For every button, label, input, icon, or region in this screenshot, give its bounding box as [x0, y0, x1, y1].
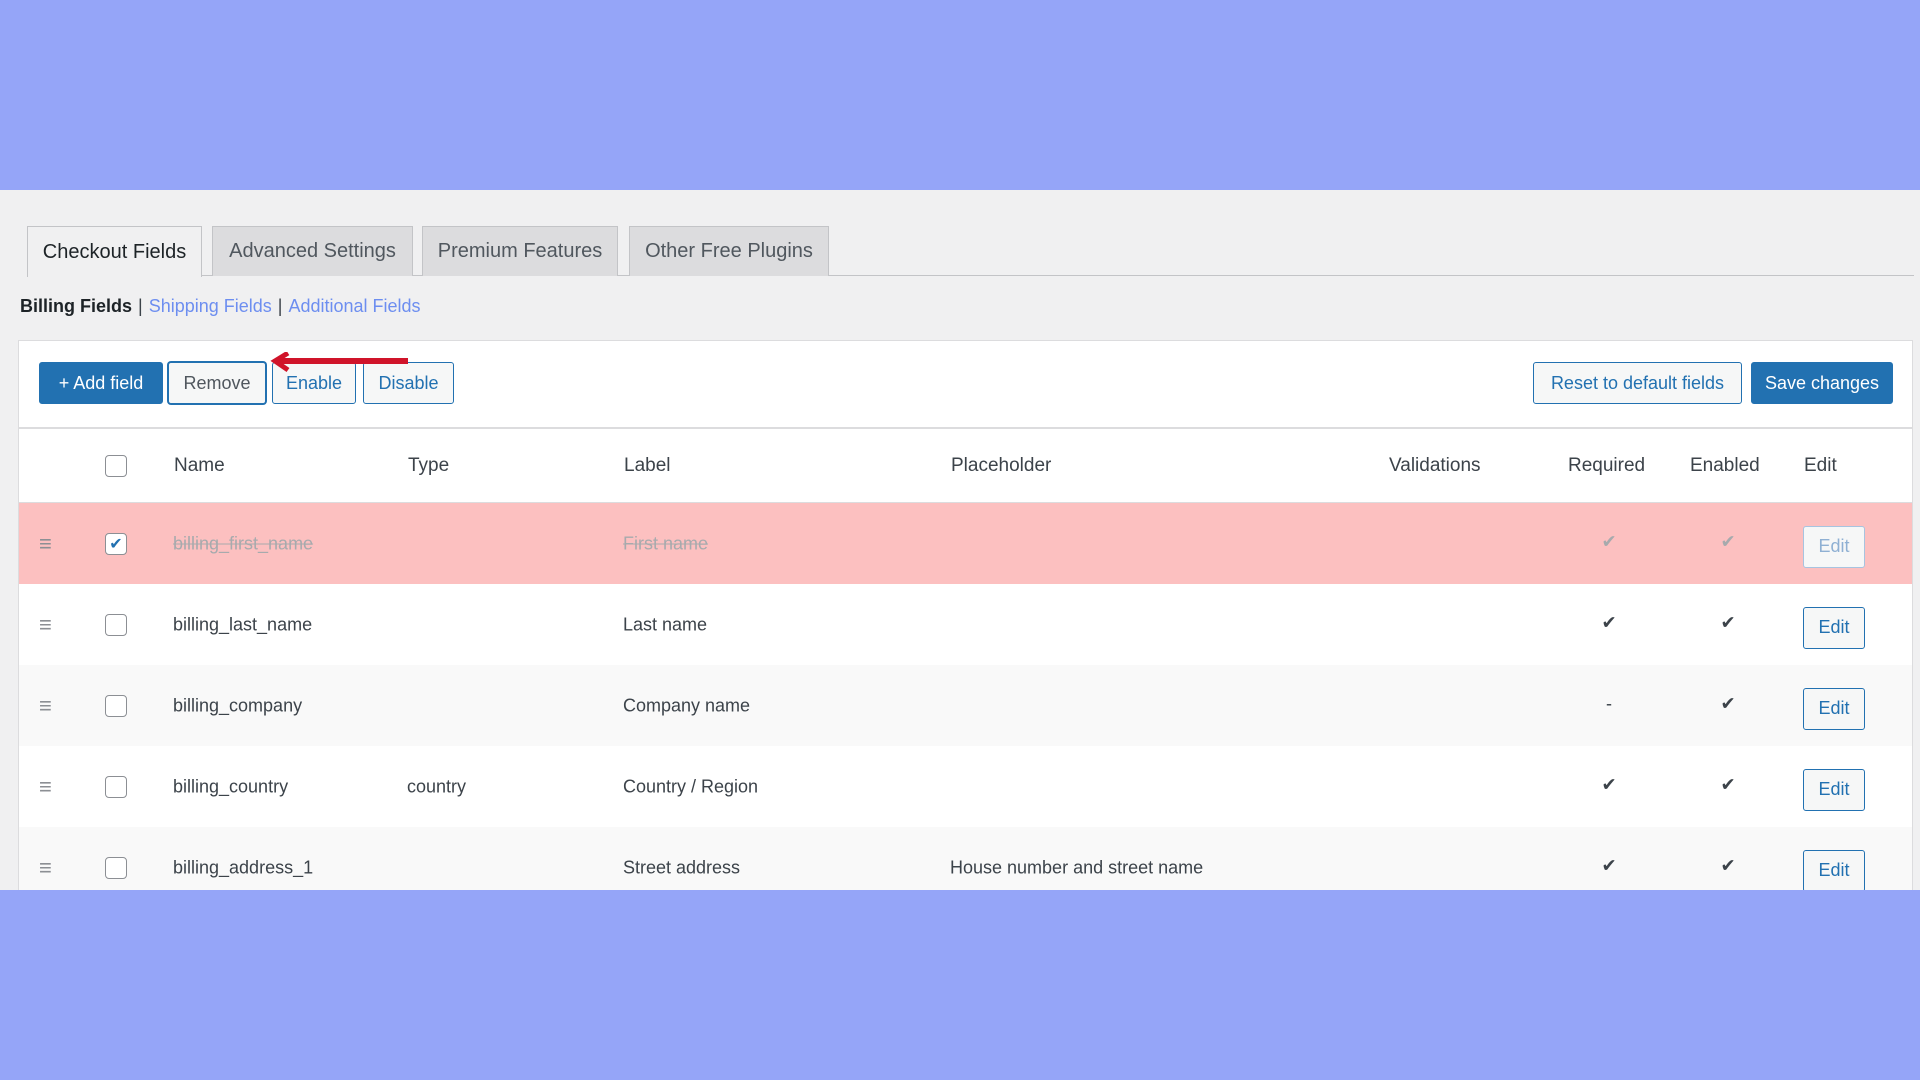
- tab-other-free-plugins[interactable]: Other Free Plugins: [629, 226, 829, 276]
- shipping-fields-link[interactable]: Shipping Fields: [148, 296, 272, 316]
- drag-handle-icon[interactable]: ≡: [39, 530, 52, 556]
- enabled-check-icon: ✔: [1720, 692, 1736, 713]
- enabled-check-icon: ✔: [1720, 854, 1736, 875]
- field-label: Company name: [623, 695, 751, 715]
- field-label: First name: [623, 533, 709, 553]
- remove-button[interactable]: Remove: [168, 362, 266, 404]
- separator: |: [138, 296, 143, 316]
- drag-handle-icon[interactable]: ≡: [39, 692, 52, 718]
- table-row: ≡ billing_country country Country / Regi…: [19, 746, 1912, 827]
- row-checkbox[interactable]: ✔: [105, 532, 127, 555]
- drag-handle-icon[interactable]: ≡: [39, 854, 52, 880]
- row-checkbox[interactable]: [105, 613, 127, 636]
- tab-premium-features[interactable]: Premium Features: [422, 226, 618, 276]
- field-name: billing_country: [173, 776, 289, 796]
- row-checkbox[interactable]: [105, 856, 127, 879]
- required-check-icon: -: [1606, 692, 1612, 713]
- col-label: Label: [624, 454, 671, 476]
- required-check-icon: ✔: [1601, 530, 1617, 551]
- field-name: billing_address_1: [173, 857, 314, 877]
- edit-button[interactable]: Edit: [1803, 849, 1865, 890]
- table-row: ≡ billing_company Company name - ✔ Edit: [19, 665, 1912, 746]
- section-nav: Billing Fields | Shipping Fields | Addit…: [20, 296, 421, 317]
- field-name: billing_company: [173, 695, 303, 715]
- field-label: Country / Region: [623, 776, 759, 796]
- required-check-icon: ✔: [1601, 773, 1617, 794]
- save-changes-button[interactable]: Save changes: [1751, 362, 1893, 404]
- col-required: Required: [1568, 454, 1646, 476]
- edit-button[interactable]: Edit: [1803, 768, 1865, 811]
- field-type: country: [407, 776, 467, 796]
- reset-default-fields-button[interactable]: Reset to default fields: [1533, 362, 1742, 404]
- col-enabled: Enabled: [1690, 454, 1760, 476]
- add-field-button[interactable]: + Add field: [39, 362, 163, 404]
- edit-button[interactable]: Edit: [1803, 606, 1865, 649]
- enabled-check-icon: ✔: [1720, 611, 1736, 632]
- disable-button[interactable]: Disable: [363, 362, 454, 404]
- separator: |: [277, 296, 283, 316]
- drag-handle-icon[interactable]: ≡: [39, 773, 52, 799]
- select-all-checkbox[interactable]: [105, 454, 127, 477]
- row-checkbox[interactable]: [105, 775, 127, 798]
- additional-fields-link[interactable]: Additional Fields: [288, 296, 421, 316]
- field-name: billing_first_name: [173, 533, 314, 553]
- table-row: ≡ billing_last_name Last name ✔ ✔ Edit: [19, 584, 1912, 665]
- red-arrow-annotation: [270, 352, 408, 373]
- edit-button[interactable]: Edit: [1803, 687, 1865, 730]
- enable-button[interactable]: Enable: [272, 362, 356, 404]
- field-placeholder: House number and street name: [950, 857, 1204, 877]
- table-row: ≡ ✔ billing_first_name First name ✔ ✔ Ed…: [19, 503, 1912, 584]
- tab-advanced-settings[interactable]: Advanced Settings: [212, 226, 413, 276]
- table-row: ≡ billing_address_1 Street address House…: [19, 827, 1912, 890]
- field-name: billing_last_name: [173, 614, 313, 634]
- col-type: Type: [408, 454, 450, 476]
- fields-panel: + Add field Remove Enable Disable Reset …: [18, 340, 1913, 890]
- enabled-check-icon: ✔: [1720, 773, 1736, 794]
- table-header: Name Type Label Placeholder Validations …: [19, 427, 1912, 503]
- col-validations: Validations: [1389, 454, 1481, 476]
- plugin-settings: Checkout Fields Advanced Settings Premiu…: [0, 190, 1920, 890]
- billing-fields-current: Billing Fields: [20, 296, 133, 316]
- required-check-icon: ✔: [1601, 854, 1617, 875]
- enabled-check-icon: ✔: [1720, 530, 1736, 551]
- required-check-icon: ✔: [1601, 611, 1617, 632]
- drag-handle-icon[interactable]: ≡: [39, 611, 52, 637]
- field-label: Street address: [623, 857, 741, 877]
- col-edit: Edit: [1804, 454, 1837, 476]
- row-checkbox[interactable]: [105, 694, 127, 717]
- tab-checkout-fields[interactable]: Checkout Fields: [27, 226, 202, 277]
- tab-bar: Checkout Fields Advanced Settings Premiu…: [27, 226, 1914, 277]
- col-placeholder: Placeholder: [951, 454, 1052, 476]
- field-label: Last name: [623, 614, 708, 634]
- col-name: Name: [174, 454, 225, 476]
- edit-button[interactable]: Edit: [1803, 525, 1865, 568]
